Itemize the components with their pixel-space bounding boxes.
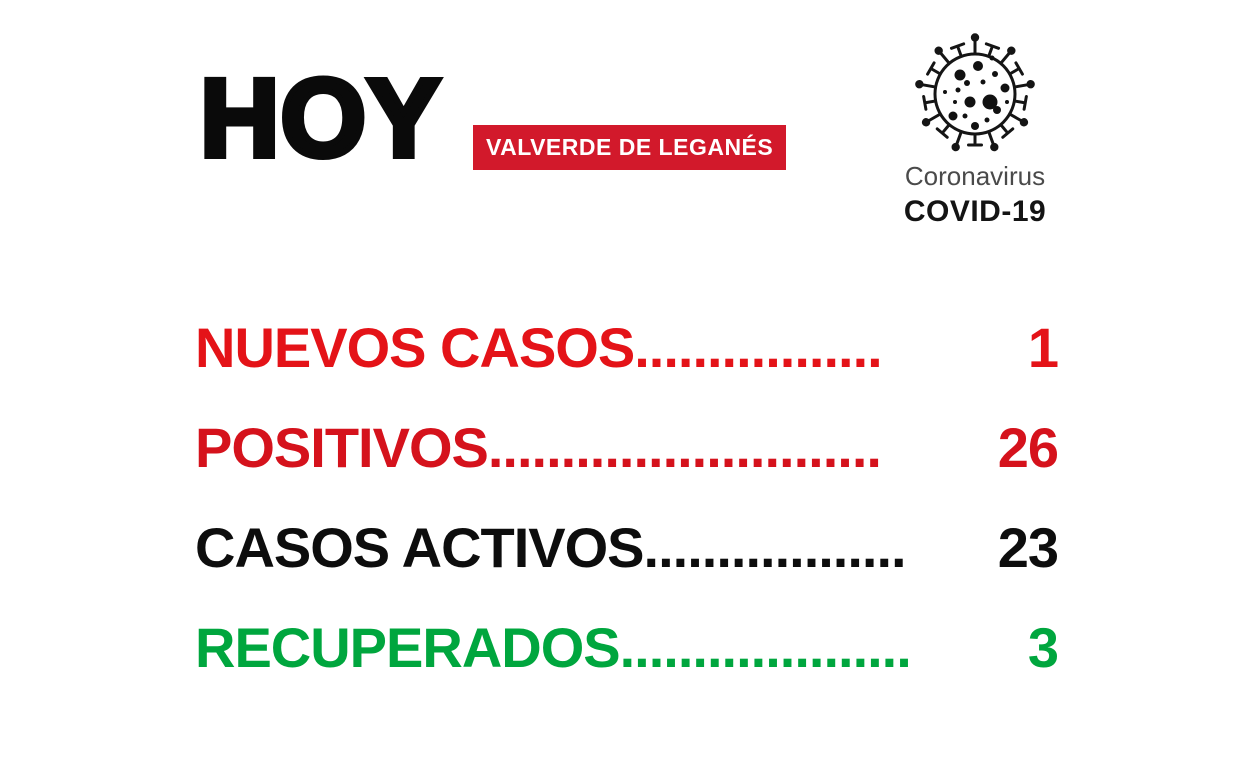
dot-leader: ........................... — [487, 415, 881, 479]
location-badge: VALVERDE DE LEGANÉS — [473, 125, 787, 170]
stat-label: POSITIVOS........................... — [195, 415, 881, 479]
covid19-caption: COVID-19 — [903, 194, 1047, 228]
hoy-logo: HOY — [197, 57, 443, 180]
stat-row-casos-activos: CASOS ACTIVOS.................. 23 — [195, 497, 1059, 597]
stat-row-nuevos-casos: NUEVOS CASOS................. 1 — [195, 297, 1059, 397]
stat-value: 23 — [997, 515, 1059, 579]
stat-value: 3 — [1027, 615, 1059, 679]
dot-leader: .................... — [619, 615, 911, 679]
stat-row-positivos: POSITIVOS........................... 26 — [195, 397, 1059, 497]
coronavirus-icon — [912, 31, 1038, 154]
stat-row-recuperados: RECUPERADOS.................... 3 — [195, 597, 1059, 697]
stat-label: NUEVOS CASOS................. — [195, 315, 882, 379]
stat-label: RECUPERADOS.................... — [195, 615, 911, 679]
dot-leader: ................. — [634, 315, 882, 379]
stat-label: CASOS ACTIVOS.................. — [195, 515, 906, 579]
dot-leader: .................. — [643, 515, 906, 579]
stat-value: 26 — [997, 415, 1059, 479]
stat-value: 1 — [1027, 315, 1059, 379]
virus-block: Coronavirus COVID-19 — [880, 28, 1070, 228]
virus-caption: Coronavirus — [904, 161, 1046, 191]
stats-list: NUEVOS CASOS................. 1 POSITIVO… — [195, 297, 1059, 697]
